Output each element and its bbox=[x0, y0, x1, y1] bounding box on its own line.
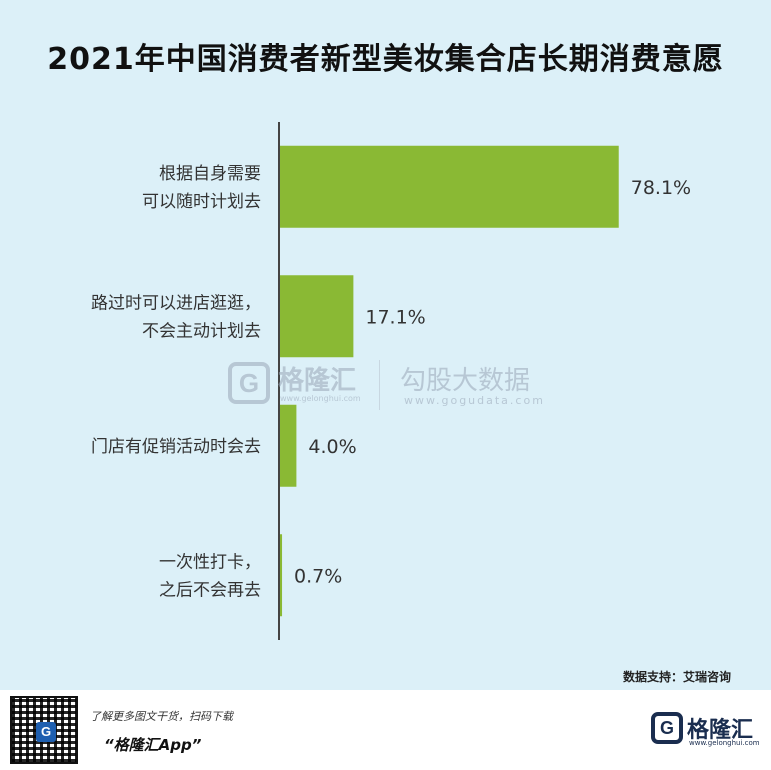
category-label-1: 路过时可以进店逛逛， 不会主动计划去 bbox=[91, 293, 261, 341]
brand-name: 格隆汇 bbox=[687, 718, 754, 743]
watermark-url: www.gelonghui.com bbox=[280, 394, 361, 403]
footer: G 了解更多图文干货，扫码下载 “格隆汇App” G 格隆汇 www.gelon… bbox=[0, 690, 771, 770]
footer-download-hint: 了解更多图文干货，扫码下载 bbox=[90, 710, 233, 723]
brand-logo-icon: G bbox=[651, 712, 683, 744]
bar-1 bbox=[279, 275, 354, 358]
watermark: G 格隆汇 www.gelonghui.com 勾股大数据 www.goguda… bbox=[228, 358, 558, 414]
bar-chart: 78.1% 根据自身需要可以随时计划去 17.1% 路过时可以进店逛逛， 不会主动计划去… bbox=[91, 122, 691, 640]
brand-url: www.gelonghui.com bbox=[689, 739, 760, 747]
chart-title: 2021年中国消费者新型美妆集合店长期消费意愿 bbox=[47, 42, 724, 77]
category-label-3: 一次性打卡， 之后不会再去 bbox=[159, 552, 261, 600]
category-label-line: 门店有促销活动时会去 bbox=[91, 437, 261, 457]
watermark-url-2: www.gogudata.com bbox=[404, 394, 545, 407]
bar-0 bbox=[279, 145, 619, 228]
category-label-line: 不会主动计划去 bbox=[142, 321, 261, 341]
watermark-name-2: 勾股大数据 bbox=[400, 366, 531, 396]
footer-app-name: “格隆汇App” bbox=[104, 736, 202, 754]
watermark-name: 格隆汇 bbox=[278, 366, 357, 396]
value-label-1: 17.1% bbox=[365, 306, 425, 328]
category-label-line: 之后不会再去 bbox=[159, 580, 261, 600]
value-label-0: 78.1% bbox=[631, 177, 691, 199]
qr-logo-icon: G bbox=[36, 722, 56, 742]
value-label-3: 0.7% bbox=[294, 565, 342, 587]
category-label-0: 根据自身需要可以随时计划去 bbox=[142, 164, 261, 212]
data-source: 数据支持：艾瑞咨询 bbox=[622, 670, 731, 684]
watermark-divider bbox=[379, 360, 380, 410]
watermark-logo-icon: G bbox=[228, 362, 270, 404]
bar-2 bbox=[279, 404, 297, 487]
value-label-2: 4.0% bbox=[308, 436, 356, 458]
brand-logo: G 格隆汇 www.gelonghui.com bbox=[651, 710, 761, 750]
category-label-line: 一次性打卡， bbox=[159, 552, 261, 572]
category-label-line: 可以随时计划去 bbox=[142, 192, 261, 212]
category-label-line: 路过时可以进店逛逛， bbox=[91, 293, 261, 313]
category-label-line: 根据自身需要 bbox=[159, 164, 261, 184]
category-label-2: 门店有促销活动时会去 bbox=[91, 437, 261, 457]
qr-code[interactable]: G bbox=[10, 696, 78, 764]
bar-3 bbox=[279, 534, 283, 617]
